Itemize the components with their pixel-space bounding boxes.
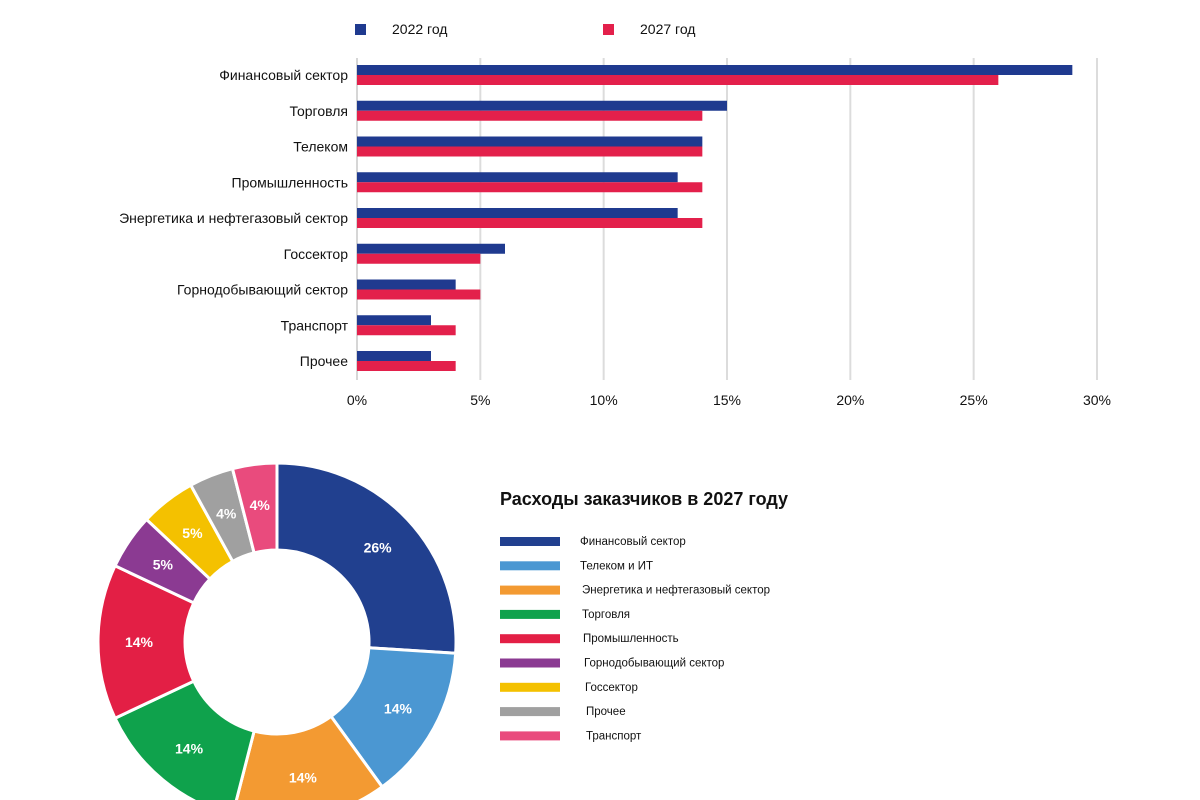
pie-legend-swatch <box>500 537 560 546</box>
bar <box>357 65 1073 75</box>
slice-label: 4% <box>216 506 237 522</box>
donut-slice-labels: 26% 14% 14% 14% 14% 5% 5% 4% 4% <box>125 497 413 785</box>
bar-category-labels: Финансовый сектор Торговля Телеком Промышле… <box>119 67 348 369</box>
bar <box>357 172 678 183</box>
category-label: Госсектор <box>284 246 349 262</box>
pie-legend: Финансовый сектор Телеком и ИТ Энергетика … <box>500 536 770 742</box>
pie-legend-swatch <box>500 707 560 717</box>
pie-legend-swatch <box>500 609 560 619</box>
slice-label: 26% <box>364 540 393 556</box>
pie-legend-label: Торговля <box>582 609 630 621</box>
pie-legend-swatch <box>500 585 560 595</box>
legend-label: 2022 год <box>392 21 447 37</box>
pie-legend-label: Энергетика и нефтегазовый сектор <box>582 585 770 597</box>
category-label: Телеком <box>293 139 348 155</box>
x-tick-label: 20% <box>836 392 864 408</box>
bar <box>357 208 678 218</box>
pie-legend-label: Телеком и ИТ <box>580 560 653 572</box>
pie-legend-label: Транспорт <box>586 730 642 742</box>
donut-slice <box>275 461 458 655</box>
bar <box>357 182 703 193</box>
pie-title: Расходы заказчиков в 2027 году <box>500 489 788 509</box>
slice-label: 14% <box>289 770 318 786</box>
category-label: Транспорт <box>281 317 349 333</box>
bar <box>357 146 703 157</box>
slice-label: 5% <box>153 556 174 572</box>
pie-legend-swatch <box>500 731 560 741</box>
bar-chart: 2022 год 2027 год Финансовый сектор Торгов… <box>119 21 1111 408</box>
x-tick-label: 25% <box>960 392 988 408</box>
legend-swatch <box>355 24 366 35</box>
slice-label: 4% <box>250 497 271 513</box>
bar <box>357 253 481 264</box>
bar <box>357 325 456 336</box>
category-label: Горнодобывающий сектор <box>177 282 348 298</box>
category-label: Энергетика и нефтегазовый сектор <box>119 210 348 226</box>
pie-legend-label: Госсектор <box>585 682 638 694</box>
bar-x-tick-labels: 0% 5% 10% 15% 20% 25% 30% <box>347 392 1111 408</box>
slice-label: 14% <box>384 700 413 716</box>
pie-legend-swatch <box>500 561 560 571</box>
donut-slice <box>234 714 385 800</box>
pie-legend-swatch <box>500 682 560 692</box>
bar <box>357 75 999 85</box>
pie-legend-swatch <box>500 634 560 644</box>
pie-legend-label: Прочее <box>586 706 626 718</box>
category-label: Торговля <box>290 103 348 119</box>
bar <box>357 110 703 121</box>
x-tick-label: 5% <box>470 392 490 408</box>
bar <box>357 243 505 254</box>
legend-swatch <box>603 24 614 35</box>
pie-legend-label: Промышленность <box>583 633 679 645</box>
category-label: Финансовый сектор <box>219 67 348 83</box>
slice-label: 14% <box>175 740 204 756</box>
category-label: Прочее <box>300 353 348 369</box>
donut-slice <box>230 461 279 555</box>
x-tick-label: 15% <box>713 392 741 408</box>
bar <box>357 136 703 147</box>
bar <box>357 279 456 290</box>
bar <box>357 289 481 300</box>
bar-legend: 2022 год 2027 год <box>355 21 695 37</box>
pie-legend-label: Финансовый сектор <box>580 536 686 548</box>
category-label: Промышленность <box>232 174 348 190</box>
bar <box>357 315 431 326</box>
bar <box>357 218 703 228</box>
pie-legend-label: Горнодобывающий сектор <box>584 658 724 670</box>
pie-legend-swatch <box>500 658 560 668</box>
slice-label: 14% <box>125 634 154 650</box>
bar <box>357 100 727 111</box>
bar-bars <box>357 65 1073 371</box>
bar <box>357 361 456 371</box>
x-tick-label: 10% <box>590 392 618 408</box>
donut-slices <box>96 461 458 800</box>
donut-chart: 26% 14% 14% 14% 14% 5% 5% 4% 4% Расходы заказчик… <box>96 461 788 800</box>
slice-label: 5% <box>182 525 203 541</box>
x-tick-label: 30% <box>1083 392 1111 408</box>
legend-label: 2027 год <box>640 21 695 37</box>
x-tick-label: 0% <box>347 392 367 408</box>
bar <box>357 351 431 361</box>
